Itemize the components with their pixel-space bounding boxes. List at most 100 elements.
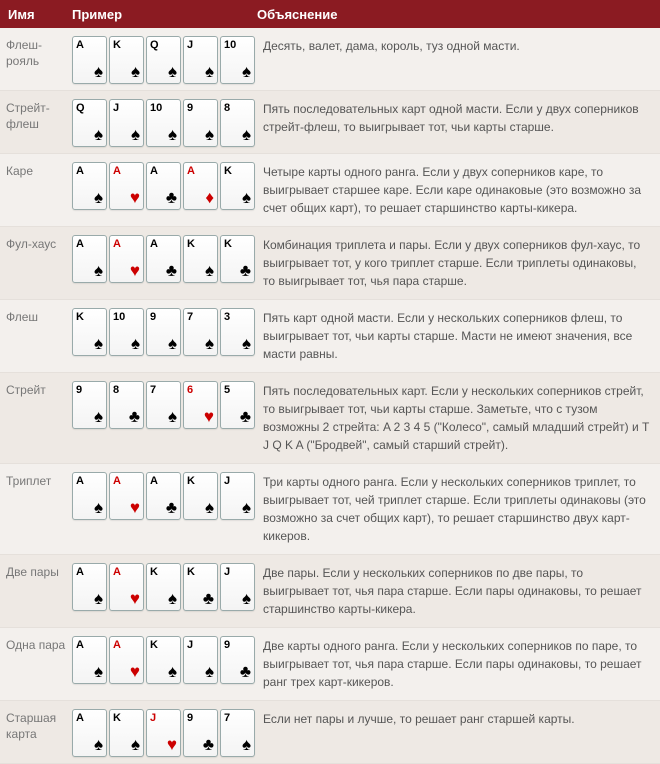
card-rank: 7 (150, 384, 156, 396)
card-rank: A (113, 165, 121, 177)
playing-card: K♠ (109, 36, 144, 84)
card-suit-icon: ♠ (131, 335, 140, 352)
playing-card: A♥ (109, 563, 144, 611)
table-row: Фул-хаусA♠A♥A♣K♠K♣Комбинация триплета и … (0, 227, 660, 300)
card-rank: 5 (224, 384, 230, 396)
playing-card: A♥ (109, 162, 144, 210)
card-suit-icon: ♠ (94, 189, 103, 206)
table-row: КареA♠A♥A♣A♦K♠Четыре карты одного ранга.… (0, 154, 660, 227)
table-row: Стрейт-флешQ♠J♠10♠9♠8♠Пять последователь… (0, 91, 660, 154)
card-suit-icon: ♠ (94, 63, 103, 80)
card-rank: K (224, 238, 232, 250)
card-suit-icon: ♠ (242, 126, 251, 143)
card-rank: 7 (187, 311, 193, 323)
card-suit-icon: ♠ (205, 63, 214, 80)
card-suit-icon: ♠ (242, 189, 251, 206)
playing-card: A♣ (146, 162, 181, 210)
hand-name: Одна пара (0, 634, 72, 694)
playing-card: 8♠ (220, 99, 255, 147)
card-rank: 8 (113, 384, 119, 396)
hand-name: Каре (0, 160, 72, 220)
card-suit-icon: ♣ (240, 663, 251, 680)
playing-card: K♠ (220, 162, 255, 210)
card-suit-icon: ♠ (242, 736, 251, 753)
playing-card: A♠ (72, 563, 107, 611)
card-rank: K (187, 475, 195, 487)
card-rank: 9 (224, 639, 230, 651)
card-rank: 9 (76, 384, 82, 396)
card-suit-icon: ♣ (166, 189, 177, 206)
card-rank: A (187, 165, 195, 177)
card-suit-icon: ♣ (203, 590, 214, 607)
playing-card: Q♠ (72, 99, 107, 147)
card-rank: A (76, 238, 84, 250)
card-suit-icon: ♠ (131, 63, 140, 80)
card-rank: J (224, 566, 230, 578)
card-suit-icon: ♠ (168, 590, 177, 607)
header-desc: Объяснение (257, 7, 660, 22)
card-suit-icon: ♠ (242, 335, 251, 352)
card-suit-icon: ♠ (131, 736, 140, 753)
card-rank: K (76, 311, 84, 323)
hand-cards: A♠A♥ K ♠ K♣J♠ (72, 561, 257, 621)
playing-card: A♠ (72, 235, 107, 283)
playing-card: J♠ (220, 563, 255, 611)
card-rank: Q (76, 102, 85, 114)
playing-card: 10♠ (109, 308, 144, 356)
playing-card: K♠ (109, 709, 144, 757)
playing-card: 3♠ (220, 308, 255, 356)
hand-description: Две пары. Если у нескольких соперников п… (257, 561, 660, 621)
table-body: Флеш-рояльA♠K♠Q♠J♠10♠Десять, валет, дама… (0, 28, 660, 764)
card-suit-icon: ♠ (205, 663, 214, 680)
playing-card: J♥ (146, 709, 181, 757)
card-suit-icon: ♥ (130, 590, 140, 607)
playing-card: A♠ (72, 472, 107, 520)
hand-cards: A♠K♠Q♠J♠10♠ (72, 34, 257, 84)
hand-description: Комбинация триплета и пары. Если у двух … (257, 233, 660, 293)
card-rank: K (187, 566, 195, 578)
table-row: Старшая картаA♠K♠J♥9♣7♠Если нет пары и л… (0, 701, 660, 764)
playing-card: J♠ (220, 472, 255, 520)
playing-card: A♠ (72, 36, 107, 84)
hand-description: Десять, валет, дама, король, туз одной м… (257, 34, 660, 84)
playing-card: K♣ (183, 563, 218, 611)
hand-name: Старшая карта (0, 707, 72, 757)
card-suit-icon: ♠ (242, 499, 251, 516)
card-rank: 9 (150, 311, 156, 323)
playing-card: 7♠ (183, 308, 218, 356)
playing-card: K♠ (183, 472, 218, 520)
playing-card: 10♠ (146, 99, 181, 147)
card-suit-icon: ♣ (240, 408, 251, 425)
playing-card: 9♣ (183, 709, 218, 757)
hand-description: Три карты одного ранга. Если у нескольки… (257, 470, 660, 548)
poker-hands-table: Имя Пример Объяснение Флеш-рояльA♠K♠Q♠J♠… (0, 0, 660, 764)
card-rank: A (150, 238, 158, 250)
card-rank: J (187, 39, 193, 51)
playing-card: A♠ (72, 709, 107, 757)
hand-name: Стрейт (0, 379, 72, 457)
card-suit-icon: ♣ (166, 262, 177, 279)
playing-card: A♥ (109, 235, 144, 283)
card-suit-icon: ♦ (205, 189, 214, 206)
card-rank: J (224, 475, 230, 487)
playing-card: 5♣ (220, 381, 255, 429)
playing-card: A♥ (109, 636, 144, 684)
hand-description: Если нет пары и лучше, то решает ранг ст… (257, 707, 660, 757)
hand-name: Триплет (0, 470, 72, 548)
playing-card: A♠ (72, 162, 107, 210)
card-suit-icon: ♣ (240, 262, 251, 279)
card-rank: A (113, 475, 121, 487)
table-row: Две парыA♠A♥K♠K♣J♠Две пары. Если у неско… (0, 555, 660, 628)
card-suit-icon: ♠ (242, 63, 251, 80)
playing-card: 6♥ (183, 381, 218, 429)
table-row: ФлешK♠10♠9♠7♠3♠Пять карт одной масти. Ес… (0, 300, 660, 373)
header-example: Пример (72, 7, 257, 22)
card-rank: 9 (187, 102, 193, 114)
card-rank: K (150, 639, 158, 651)
hand-cards: 9♠8♣7♠6♥5♣ (72, 379, 257, 457)
card-suit-icon: ♥ (130, 499, 140, 516)
hand-cards: A♠A♥K♠J♠9♣ (72, 634, 257, 694)
hand-name: Фул-хаус (0, 233, 72, 293)
card-suit-icon: ♠ (94, 262, 103, 279)
card-rank: A (76, 639, 84, 651)
